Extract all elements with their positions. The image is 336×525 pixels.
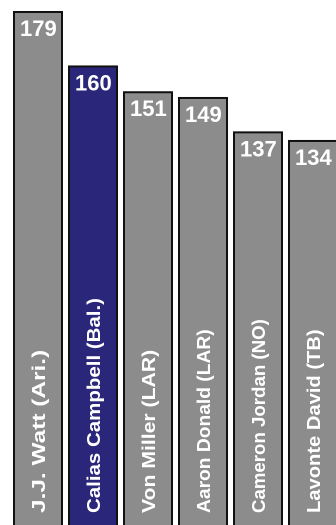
bar-group: 179 J.J. Watt (Ari.) [13,11,63,525]
bar-category-label: Von Miller (LAR) [139,350,159,513]
bar-value-label: 160 [75,70,112,95]
bar [68,65,118,525]
bar-category-label: Cameron Jordan (NO) [249,319,269,513]
bar-value-label: 179 [20,16,57,41]
bar-group: 134 Lavonte David (TB) [288,139,336,525]
bar [288,139,336,525]
bar-category-label: Lavonte David (TB) [304,329,324,513]
bar-group: 149 Aaron Donald (LAR) [178,96,228,525]
bar-category-label: Aaron Donald (LAR) [194,329,214,513]
bar-category-label: Calias Campbell (Bal.) [84,298,104,513]
bar [123,91,173,525]
bar-group: 151 Von Miller (LAR) [123,91,173,525]
bar-value-label: 134 [295,145,332,170]
bar [13,11,63,525]
bar [178,96,228,525]
bar-category-label: J.J. Watt (Ari.) [29,350,49,513]
bar-value-label: 149 [185,102,222,127]
bar-group: 137 Cameron Jordan (NO) [233,131,283,525]
bar [233,131,283,525]
bar-value-label: 151 [130,96,167,121]
bar-value-label: 137 [240,136,277,161]
bar-group: 160 Calias Campbell (Bal.) [68,65,118,525]
